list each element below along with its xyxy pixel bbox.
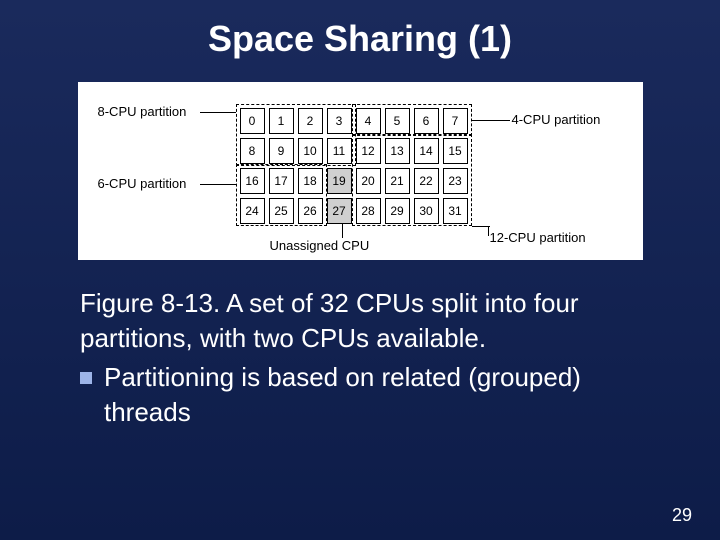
label-8cpu: 8-CPU partition (98, 104, 187, 119)
label-4cpu: 4-CPU partition (512, 112, 601, 127)
cpu-cell: 5 (385, 108, 410, 134)
cpu-cell: 12 (356, 138, 381, 164)
cpu-cell: 17 (269, 168, 294, 194)
cpu-row: 01234567 (240, 108, 468, 138)
cpu-cell: 1 (269, 108, 294, 134)
cpu-cell: 3 (327, 108, 352, 134)
cpu-cell: 9 (269, 138, 294, 164)
cpu-cell: 25 (269, 198, 294, 224)
cpu-cell: 16 (240, 168, 265, 194)
leader-unassigned (342, 224, 343, 238)
cpu-cell: 28 (356, 198, 381, 224)
cpu-cell: 14 (414, 138, 439, 164)
cpu-row: 89101112131415 (240, 138, 468, 168)
cpu-row: 1617181920212223 (240, 168, 468, 198)
bullet-row: Partitioning is based on related (groupe… (80, 360, 664, 430)
cpu-cell: 29 (385, 198, 410, 224)
cpu-grid: 0123456789101112131415161718192021222324… (240, 108, 468, 224)
cpu-cell: 27 (327, 198, 352, 224)
figure-panel: 0123456789101112131415161718192021222324… (78, 82, 643, 260)
leader-8cpu (200, 112, 236, 113)
cpu-cell: 7 (443, 108, 468, 134)
cpu-cell: 19 (327, 168, 352, 194)
leader-6cpu (200, 184, 236, 185)
cpu-cell: 21 (385, 168, 410, 194)
cpu-cell: 26 (298, 198, 323, 224)
leader-4cpu (472, 120, 510, 121)
cpu-cell: 0 (240, 108, 265, 134)
label-12cpu: 12-CPU partition (490, 230, 586, 245)
caption-block: Figure 8-13. A set of 32 CPUs split into… (0, 260, 720, 430)
cpu-cell: 8 (240, 138, 265, 164)
cpu-row: 2425262728293031 (240, 198, 468, 224)
leader-12cpu-2 (488, 226, 489, 236)
label-unassigned: Unassigned CPU (270, 238, 370, 253)
bullet-square-icon (80, 372, 92, 384)
cpu-cell: 13 (385, 138, 410, 164)
cpu-cell: 31 (443, 198, 468, 224)
cpu-cell: 10 (298, 138, 323, 164)
cpu-cell: 30 (414, 198, 439, 224)
cpu-cell: 2 (298, 108, 323, 134)
bullet-text: Partitioning is based on related (groupe… (104, 360, 664, 430)
cpu-cell: 23 (443, 168, 468, 194)
cpu-cell: 24 (240, 198, 265, 224)
cpu-cell: 11 (327, 138, 352, 164)
slide-title: Space Sharing (1) (0, 0, 720, 60)
cpu-cell: 22 (414, 168, 439, 194)
cpu-cell: 15 (443, 138, 468, 164)
page-number: 29 (672, 505, 692, 526)
cpu-cell: 6 (414, 108, 439, 134)
cpu-cell: 18 (298, 168, 323, 194)
cpu-cell: 4 (356, 108, 381, 134)
figure-caption: Figure 8-13. A set of 32 CPUs split into… (80, 286, 664, 356)
label-6cpu: 6-CPU partition (98, 176, 187, 191)
cpu-cell: 20 (356, 168, 381, 194)
